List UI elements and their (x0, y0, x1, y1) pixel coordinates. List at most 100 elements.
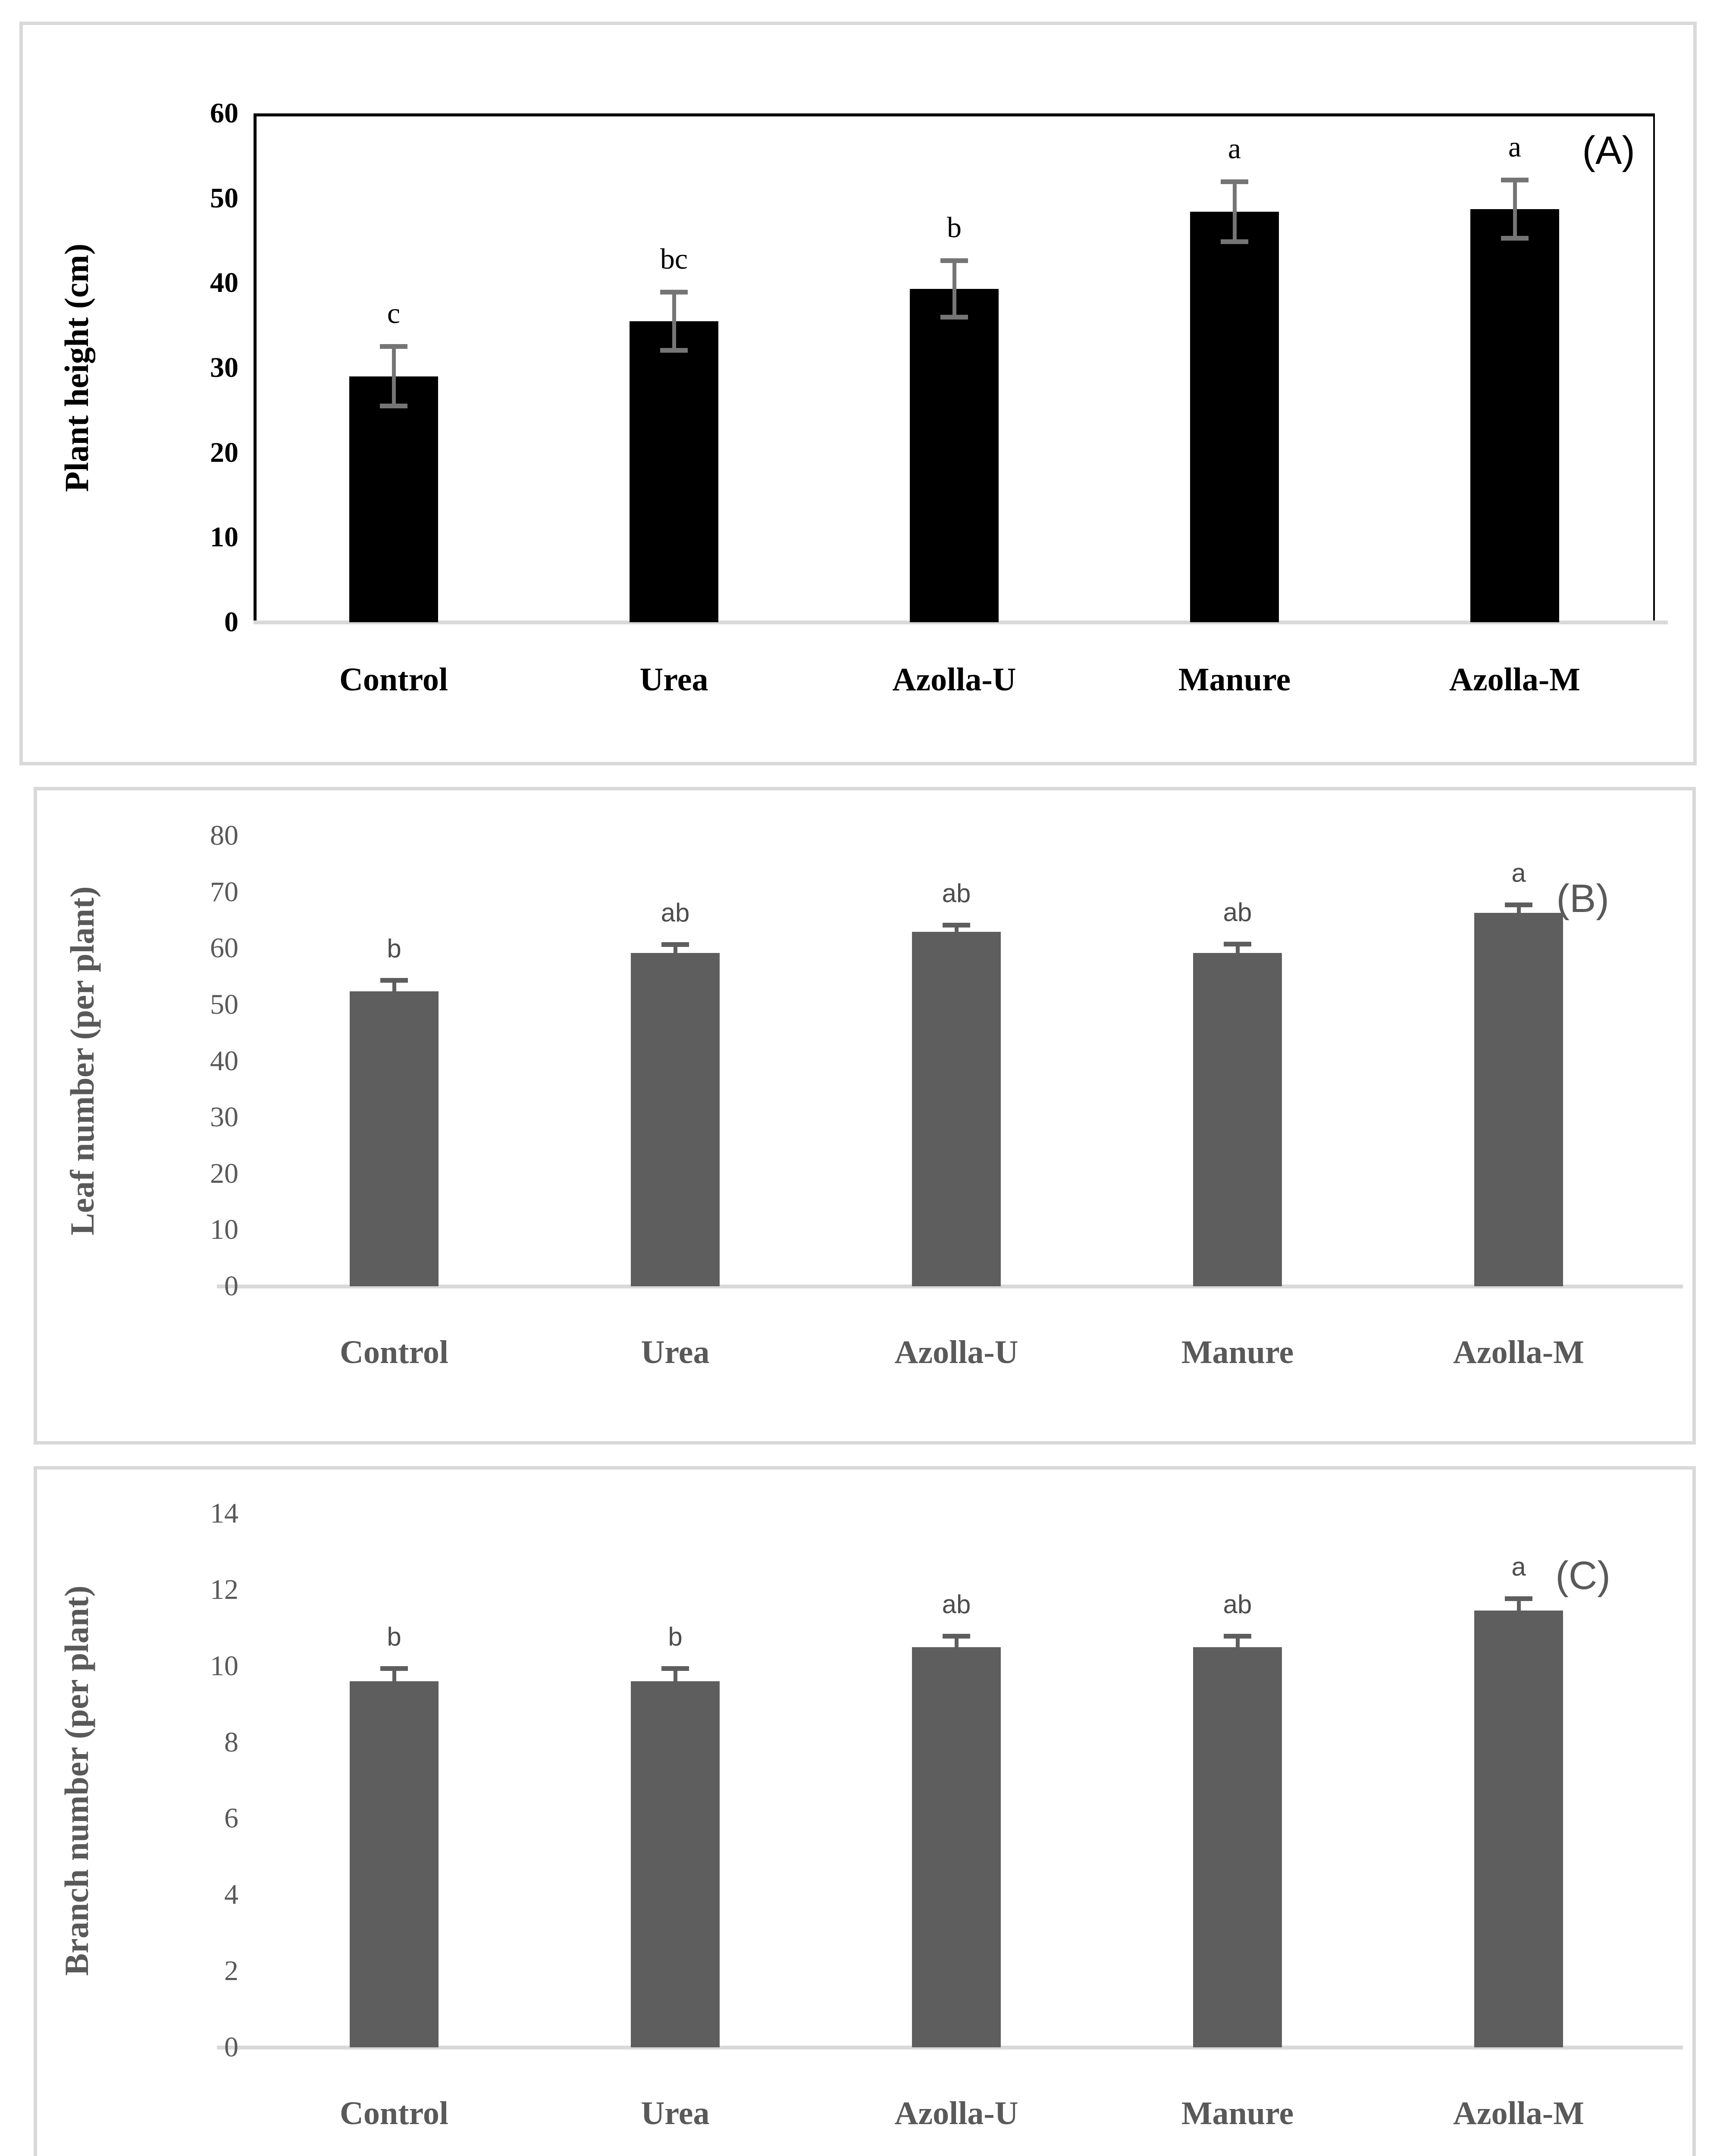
y-tick-label: 30 (210, 1101, 238, 1133)
error-bar-cap (940, 314, 968, 320)
significance-letter: ab (1223, 897, 1252, 927)
significance-letter: a (1511, 1552, 1526, 1581)
significance-letter: b (947, 211, 962, 244)
significance-letter: ab (942, 879, 971, 908)
error-bar (1232, 179, 1237, 244)
y-tick-label: 30 (210, 352, 238, 383)
error-bar-cap (943, 1633, 970, 1639)
error-bar (673, 1666, 677, 1697)
y-tick-label: 80 (210, 820, 238, 851)
x-category-label: Urea (639, 661, 708, 698)
x-category-label: Control (340, 2095, 448, 2131)
y-tick-label: 10 (210, 1650, 238, 1682)
error-bar-cap (1505, 1620, 1532, 1626)
error-bar-cap (660, 290, 688, 295)
panel-chart-b: Leaf number (per plant) (B) 80 70 60 50 40 30… (34, 787, 1696, 1445)
panel-chart-a: Plant height (cm) (A) 60 50 40 30 20 10 0 c Cont… (19, 22, 1697, 765)
bar-azolla-m (1470, 209, 1559, 622)
significance-letter: c (387, 296, 401, 329)
error-bar-cap (380, 404, 407, 409)
panel-letter-label-c: (C) (1555, 1554, 1610, 1598)
error-bar (1513, 178, 1517, 241)
x-category-label: Azolla-U (894, 1334, 1018, 1370)
y-tick-label: 60 (210, 97, 238, 129)
error-bar (1235, 1633, 1240, 1661)
bar-control (349, 376, 438, 622)
error-bar-cap (661, 1666, 689, 1671)
error-bar-cap (1224, 1633, 1251, 1639)
error-bar (1235, 941, 1240, 964)
error-bar-cap (661, 959, 689, 964)
y-tick-label: 60 (210, 932, 238, 964)
error-bar (952, 258, 956, 320)
error-bar-cap (380, 1692, 408, 1697)
error-bar-cap (1505, 903, 1532, 908)
error-bar-cap (1224, 1655, 1251, 1661)
error-bar-cap (1505, 918, 1532, 923)
significance-letter: a (1228, 132, 1241, 165)
plot-border (254, 113, 1655, 622)
x-category-label: Urea (641, 1334, 710, 1370)
significance-letter: a (1511, 859, 1526, 888)
x-category-label: Manure (1178, 661, 1291, 698)
y-tick-label: 20 (210, 1157, 238, 1189)
significance-letter: b (387, 934, 401, 963)
error-bar-cap (380, 978, 408, 983)
bar-manure (1193, 953, 1282, 1286)
error-bar (673, 942, 677, 964)
x-category-label: Control (340, 1334, 448, 1370)
error-bar-cap (661, 942, 689, 947)
y-tick-label: 50 (210, 988, 238, 1020)
y-tick-label: 4 (224, 1879, 238, 1911)
error-bar-cap (380, 1666, 408, 1671)
bar-manure (1190, 212, 1279, 622)
y-tick-label: 20 (210, 436, 238, 468)
x-category-label: Azolla-M (1449, 661, 1580, 698)
error-bar-cap (943, 1655, 970, 1661)
significance-letter: ab (1223, 1589, 1252, 1619)
panel-chart-c: Branch number (per plant) (C) 14 12 10 8 6 4 2… (34, 1466, 1696, 2156)
significance-letter: b (668, 1622, 683, 1651)
error-bar (1516, 903, 1521, 923)
error-bar (954, 923, 959, 941)
x-axis-line (217, 2046, 1683, 2049)
x-category-label: Azolla-U (894, 2095, 1018, 2131)
error-bar (392, 978, 396, 1004)
error-bar-cap (660, 348, 688, 353)
y-tick-label: 2 (224, 1955, 238, 1987)
error-bar-cap (1501, 236, 1529, 241)
y-tick-label: 40 (210, 267, 238, 299)
panel-letter-label-b: (B) (1556, 877, 1609, 921)
error-bar-cap (661, 1692, 689, 1697)
error-bar (392, 344, 396, 409)
bar-urea (631, 1681, 720, 2047)
error-bar (392, 1666, 396, 1697)
bar-azolla-u (912, 1647, 1001, 2047)
y-tick-label: 10 (210, 521, 238, 553)
y-tick-label: 10 (210, 1214, 238, 1246)
y-tick-label: 0 (224, 2031, 238, 2063)
error-bar-cap (943, 936, 970, 941)
error-bar (672, 290, 676, 353)
y-tick-label: 40 (210, 1045, 238, 1077)
x-category-label: Manure (1181, 1334, 1294, 1370)
x-axis-line (254, 620, 1668, 624)
bar-azolla-u (912, 932, 1001, 1286)
significance-letter: b (387, 1622, 401, 1651)
error-bar (1516, 1596, 1521, 1626)
x-category-label: Manure (1181, 2095, 1294, 2131)
bar-urea (630, 321, 718, 622)
x-category-label: Azolla-U (892, 661, 1016, 698)
y-tick-label: 70 (210, 876, 238, 908)
bar-manure (1193, 1647, 1282, 2047)
significance-letter: bc (660, 242, 688, 276)
error-bar-cap (1221, 239, 1248, 244)
panel-letter-label-a: (A) (1582, 128, 1635, 172)
bar-control (350, 1681, 439, 2047)
y-tick-label: 0 (224, 606, 238, 638)
bar-azolla-u (910, 289, 999, 622)
significance-letter: ab (942, 1589, 971, 1619)
bar-control (350, 991, 439, 1286)
x-category-label: Control (339, 661, 448, 698)
error-bar-cap (1505, 1596, 1532, 1601)
